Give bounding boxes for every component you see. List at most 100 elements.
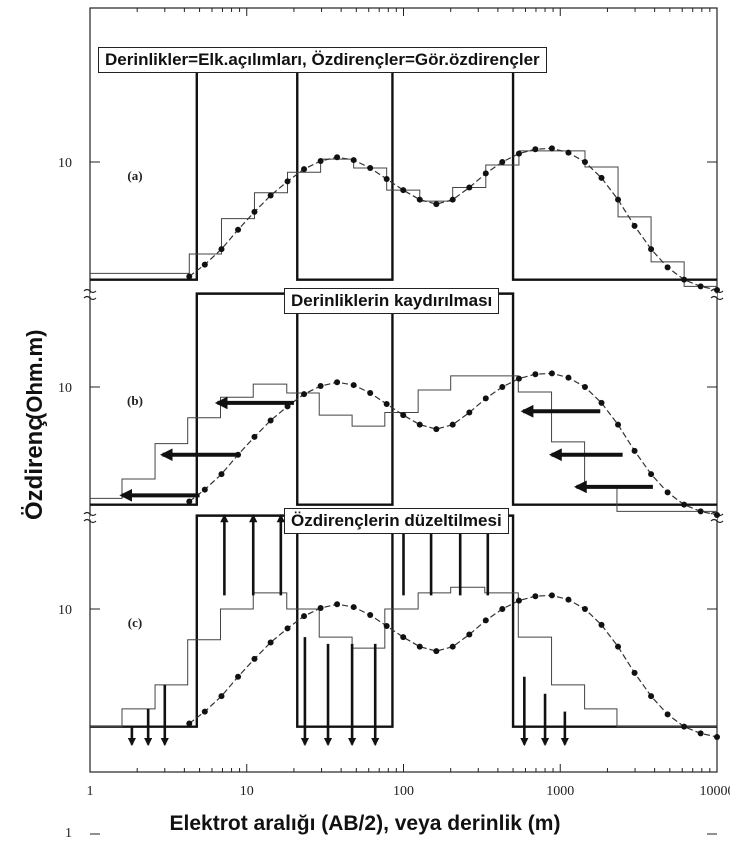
apparent-point-a-2 [218, 246, 225, 253]
apparent-point-b-16 [449, 421, 456, 428]
apparent-point-b-8 [317, 383, 324, 390]
apparent-point-a-21 [532, 146, 539, 153]
apparent-point-a-13 [400, 187, 407, 194]
apparent-point-b-24 [581, 384, 588, 390]
apparent-point-b-6 [284, 403, 291, 410]
apparent-point-b-22 [548, 370, 555, 377]
true-model-a [90, 67, 717, 281]
apparent-point-a-25 [598, 174, 605, 181]
y-axis-label-main: Özdirenç [21, 417, 48, 520]
apparent-point-b-31 [697, 508, 704, 515]
panel-c-tag: (c) [128, 615, 142, 630]
apparent-point-c-0 [186, 720, 193, 727]
apparent-point-c-4 [251, 655, 258, 662]
apparent-point-c-27 [631, 669, 638, 676]
axis-break-ab-left [83, 288, 97, 301]
apparent-point-c-3 [235, 673, 242, 680]
step-model-b [90, 375, 717, 512]
apparent-point-b-20 [515, 375, 522, 382]
apparent-point-c-28 [648, 693, 655, 700]
apparent-point-c-31 [697, 730, 704, 737]
apparent-point-c-13 [400, 634, 407, 641]
apparent-curve-c [188, 594, 718, 738]
apparent-point-a-29 [664, 264, 671, 271]
y-axis-label-unit: (Ohm.m) [22, 330, 47, 420]
apparent-point-a-0 [186, 273, 193, 280]
apparent-point-c-18 [482, 617, 489, 624]
apparent-point-c-9 [334, 601, 341, 608]
apparent-point-a-14 [416, 196, 423, 203]
apparent-point-a-23 [565, 149, 572, 156]
apparent-point-c-30 [681, 723, 688, 730]
x-tick-label-10: 10 [240, 784, 254, 799]
y-tick-label-10-c: 10 [58, 603, 72, 618]
apparent-point-a-15 [433, 201, 440, 208]
axis-break-bc-left [83, 511, 97, 524]
apparent-point-a-24 [581, 159, 588, 165]
apparent-point-c-12 [383, 623, 390, 630]
apparent-point-b-28 [648, 471, 655, 478]
x-axis-label: Elektrot aralığı (AB/2), veya derinlik (… [169, 812, 561, 835]
apparent-point-b-10 [350, 382, 357, 389]
apparent-point-b-4 [251, 433, 258, 440]
apparent-point-c-6 [284, 625, 291, 632]
apparent-point-a-32 [714, 286, 720, 293]
apparent-point-b-5 [267, 417, 274, 424]
panel-c-caption: Özdirençlerin düzeltilmesi [284, 508, 509, 534]
apparent-point-c-25 [598, 621, 605, 628]
apparent-point-b-0 [186, 498, 193, 505]
apparent-point-b-19 [499, 384, 506, 390]
panel-b-caption: Derinliklerin kaydırılması [284, 288, 500, 314]
apparent-point-b-15 [433, 426, 440, 433]
panel-a-tag: (a) [127, 168, 142, 183]
apparent-point-c-20 [515, 597, 522, 604]
apparent-point-b-17 [466, 409, 473, 416]
apparent-point-b-25 [598, 399, 605, 406]
apparent-point-b-32 [714, 511, 720, 518]
apparent-point-a-4 [251, 208, 258, 215]
apparent-point-c-1 [201, 708, 208, 715]
y-tick-label-1: 1 [65, 826, 72, 841]
apparent-point-c-16 [449, 643, 456, 650]
y-tick-label-10-b: 10 [58, 381, 72, 396]
apparent-point-a-9 [334, 154, 341, 161]
apparent-point-c-23 [565, 596, 572, 603]
apparent-point-c-8 [317, 605, 324, 612]
apparent-point-c-2 [218, 693, 225, 700]
apparent-point-c-21 [532, 593, 539, 600]
apparent-point-c-11 [367, 612, 374, 619]
apparent-point-a-8 [317, 158, 324, 165]
apparent-point-c-10 [350, 604, 357, 611]
apparent-point-a-20 [515, 150, 522, 157]
panel-b-tag: (b) [127, 393, 143, 408]
apparent-curve-a [188, 147, 718, 291]
apparent-point-a-7 [301, 166, 308, 173]
apparent-point-c-22 [548, 592, 555, 599]
apparent-point-a-17 [466, 184, 473, 191]
true-model-b [90, 292, 717, 506]
apparent-point-c-5 [267, 639, 274, 646]
apparent-point-a-27 [631, 222, 638, 229]
apparent-point-b-26 [615, 421, 622, 428]
apparent-point-a-10 [350, 157, 357, 164]
apparent-point-b-7 [301, 391, 308, 398]
apparent-point-c-15 [433, 648, 440, 655]
apparent-point-b-21 [532, 371, 539, 378]
apparent-point-b-29 [664, 489, 671, 496]
true-model-c [90, 514, 717, 728]
apparent-point-a-6 [284, 178, 291, 185]
x-tick-label-100: 100 [393, 784, 414, 799]
apparent-point-b-18 [482, 395, 489, 402]
apparent-point-c-7 [301, 613, 308, 620]
apparent-point-b-9 [334, 379, 341, 386]
apparent-point-c-29 [664, 711, 671, 718]
apparent-point-a-22 [548, 145, 555, 152]
apparent-point-a-31 [697, 283, 704, 290]
apparent-point-b-11 [367, 390, 374, 397]
apparent-point-b-1 [201, 486, 208, 493]
step-model-a [90, 150, 717, 287]
x-tick-label-1: 1 [87, 784, 94, 799]
apparent-point-b-13 [400, 412, 407, 419]
apparent-point-b-2 [218, 471, 225, 478]
apparent-point-a-18 [482, 170, 489, 177]
